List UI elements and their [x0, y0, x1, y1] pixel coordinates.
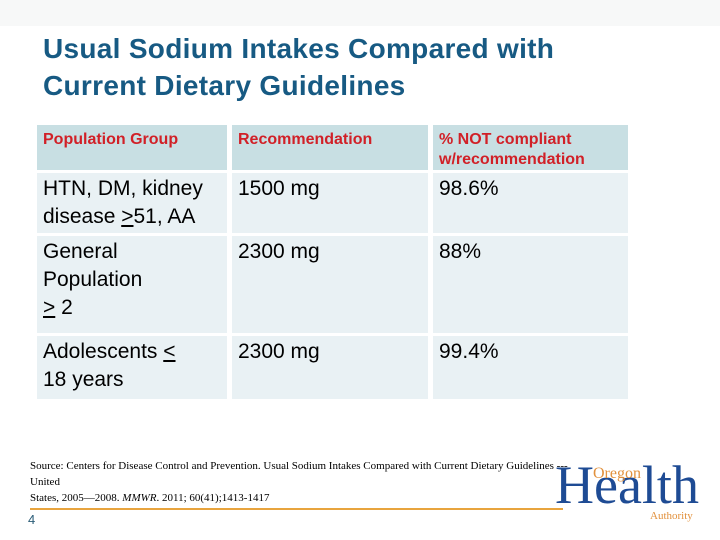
cell-not-compliant-row1: 98.6% — [433, 173, 628, 233]
title-line-2: Current Dietary Guidelines — [43, 70, 406, 101]
cell-recommendation-row2: 2300 mg — [232, 236, 428, 333]
cell-not-compliant-row2: 88% — [433, 236, 628, 333]
table-header-recommendation: Recommendation — [232, 125, 428, 170]
cell-recommendation-row1: 1500 mg — [232, 173, 428, 233]
cell-recommendation-row3: 2300 mg — [232, 336, 428, 399]
top-band — [0, 0, 720, 26]
page-number: 4 — [28, 512, 36, 527]
cell-not-compliant-row3: 99.4% — [433, 336, 628, 399]
footer-divider-line — [30, 508, 563, 510]
title-line-1: Usual Sodium Intakes Compared with — [43, 33, 555, 64]
table-header-population-group: Population Group — [37, 125, 227, 170]
oregon-health-authority-logo: Health Oregon Authority — [540, 450, 720, 540]
sodium-intake-table: Population Group Recommendation % NOT co… — [37, 125, 628, 399]
cell-population-row2: General Population > 2 — [37, 236, 227, 333]
source-citation: Source: Centers for Disease Control and … — [30, 460, 568, 504]
logo-oregon-text: Oregon — [593, 465, 641, 482]
cell-population-row3: Adolescents <18 years — [37, 336, 227, 399]
slide-title: Usual Sodium Intakes Compared with Curren… — [43, 30, 554, 104]
logo-health-text: Health — [555, 455, 699, 515]
cell-population-row1: HTN, DM, kidney disease >51, AA — [37, 173, 227, 233]
logo-authority-text: Authority — [650, 510, 693, 522]
table-header-not-compliant: % NOT compliant w/recommendation — [433, 125, 628, 170]
